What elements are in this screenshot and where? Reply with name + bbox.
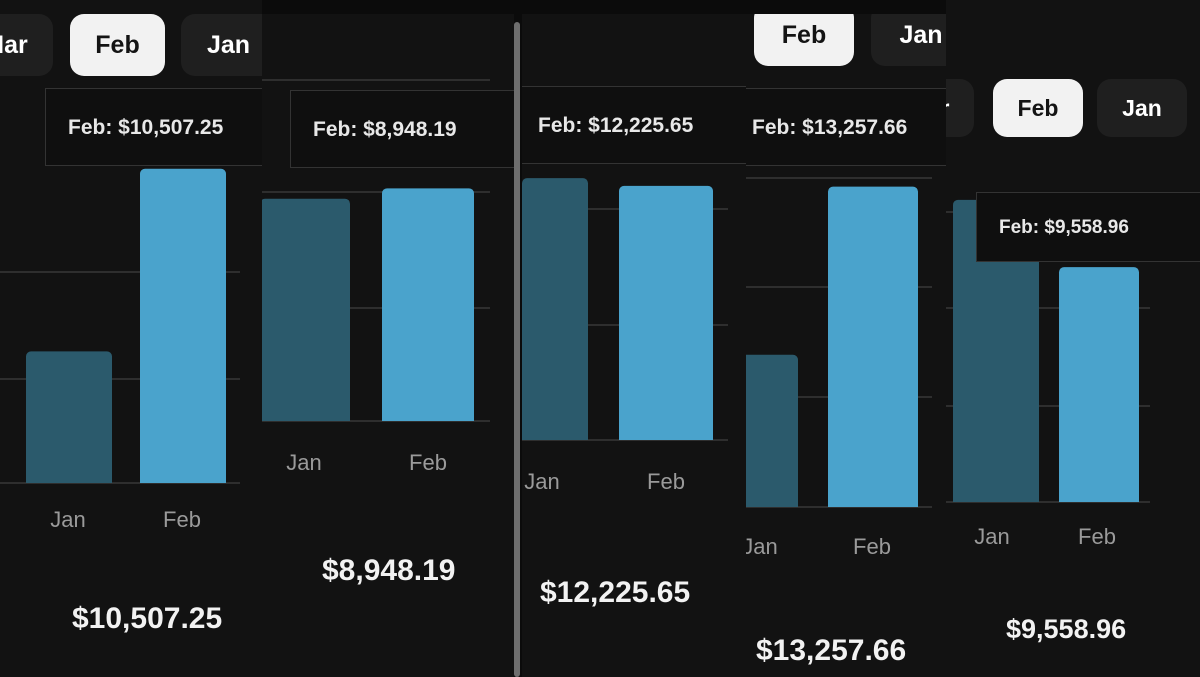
bar-chart: Jan Feb xyxy=(262,79,490,475)
bar-chart: Jan Feb xyxy=(946,199,1150,549)
chart-panel-3: Feb: $12,225.65 Jan Feb $12,225.65 xyxy=(522,14,746,677)
tab-jan[interactable]: Jan xyxy=(871,14,946,66)
bar-chart: Jan Feb xyxy=(746,177,932,559)
x-tick-label: Feb xyxy=(163,507,201,532)
bar-tooltip: Feb: $13,257.66 xyxy=(746,88,946,166)
tab-jan[interactable]: Jan xyxy=(1097,79,1187,137)
bar-jan[interactable] xyxy=(746,354,798,507)
tab-feb[interactable]: Feb xyxy=(754,14,854,66)
bar-base xyxy=(746,499,798,507)
tab-mar[interactable]: Mar xyxy=(0,14,53,76)
bar-jan[interactable] xyxy=(522,178,588,440)
x-tick-label: Feb xyxy=(647,469,685,494)
bar-feb[interactable] xyxy=(619,185,713,440)
total-amount: $12,225.65 xyxy=(540,576,691,609)
bar-base xyxy=(382,413,474,421)
bar-base xyxy=(262,413,350,421)
bar-feb[interactable] xyxy=(1059,267,1139,502)
x-tick-label: Jan xyxy=(50,507,85,532)
total-amount: $10,507.25 xyxy=(72,602,223,635)
bar-jan[interactable] xyxy=(262,198,350,421)
total-amount: $8,948.19 xyxy=(322,554,456,587)
bar-feb[interactable] xyxy=(382,188,474,421)
bar-jan[interactable] xyxy=(953,199,1039,502)
x-tick-label: Jan xyxy=(746,534,778,559)
x-tick-label: Jan xyxy=(286,450,321,475)
total-amount: $9,558.96 xyxy=(1006,614,1127,644)
bar-base xyxy=(140,475,226,483)
chart-panel-2: Feb: $8,948.19 Jan Feb $8,948.19 xyxy=(262,14,514,677)
bar-tooltip: Feb: $10,507.25 xyxy=(45,88,262,166)
bar-chart: Jan Feb xyxy=(522,178,728,494)
tab-jan[interactable]: Jan xyxy=(181,14,262,76)
x-tick-label: Jan xyxy=(524,469,559,494)
chart-panel-4: Feb Jan Feb: $13,257.66 Jan Feb $13,257.6… xyxy=(746,14,946,677)
scroll-divider xyxy=(514,22,520,677)
bar-base xyxy=(522,432,588,440)
bar-tooltip: Feb: $12,225.65 xyxy=(522,86,746,164)
bar-base xyxy=(26,475,112,483)
chart-panel-1: Mar Feb Jan Feb: $10,507.25 Jan Feb $10,5… xyxy=(0,0,262,677)
total-amount: $13,257.66 xyxy=(756,634,907,667)
bar-tooltip: Feb: $9,558.96 xyxy=(976,192,1200,262)
bar-base xyxy=(828,499,918,507)
bar-jan[interactable] xyxy=(26,351,112,483)
x-tick-label: Jan xyxy=(974,524,1009,549)
x-tick-label: Feb xyxy=(1078,524,1116,549)
x-tick-label: Feb xyxy=(853,534,891,559)
bar-base xyxy=(953,494,1039,502)
bar-base xyxy=(619,432,713,440)
bar-tooltip: Feb: $8,948.19 xyxy=(290,90,514,168)
tab-feb[interactable]: Feb xyxy=(993,79,1083,137)
bar-feb[interactable] xyxy=(140,168,226,484)
bar-chart: Jan Feb xyxy=(0,168,240,532)
x-tick-label: Feb xyxy=(409,450,447,475)
bar-feb[interactable] xyxy=(828,186,918,507)
tab-mar[interactable]: Mar xyxy=(946,79,974,137)
bar-base xyxy=(1059,494,1139,502)
tab-feb[interactable]: Feb xyxy=(70,14,165,76)
